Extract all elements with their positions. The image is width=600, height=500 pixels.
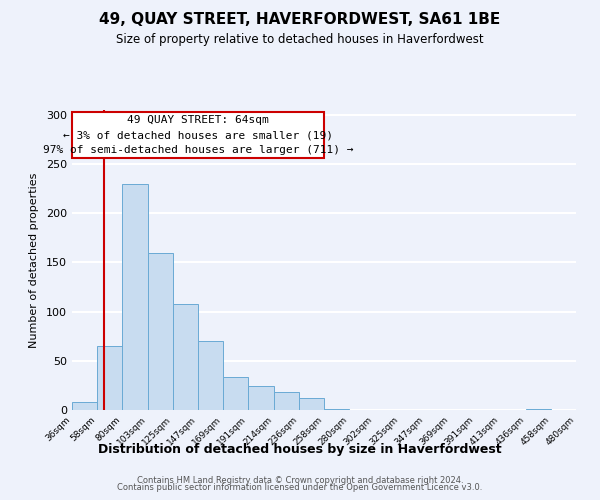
Bar — [299, 398, 324, 410]
FancyBboxPatch shape — [72, 112, 324, 158]
Bar — [97, 346, 122, 410]
Bar — [148, 252, 173, 410]
Bar — [198, 341, 223, 410]
Text: Contains HM Land Registry data © Crown copyright and database right 2024.: Contains HM Land Registry data © Crown c… — [137, 476, 463, 485]
Text: Size of property relative to detached houses in Haverfordwest: Size of property relative to detached ho… — [116, 32, 484, 46]
Text: 49 QUAY STREET: 64sqm
← 3% of detached houses are smaller (19)
97% of semi-detac: 49 QUAY STREET: 64sqm ← 3% of detached h… — [43, 116, 353, 155]
Bar — [526, 409, 551, 410]
Text: 49, QUAY STREET, HAVERFORDWEST, SA61 1BE: 49, QUAY STREET, HAVERFORDWEST, SA61 1BE — [100, 12, 500, 28]
Bar — [223, 376, 248, 410]
Text: Contains public sector information licensed under the Open Government Licence v3: Contains public sector information licen… — [118, 484, 482, 492]
Text: Distribution of detached houses by size in Haverfordwest: Distribution of detached houses by size … — [98, 444, 502, 456]
Bar — [122, 184, 148, 410]
Bar — [173, 304, 198, 410]
Bar — [274, 392, 299, 410]
Bar — [72, 402, 97, 410]
Y-axis label: Number of detached properties: Number of detached properties — [29, 172, 39, 348]
Bar — [324, 409, 349, 410]
Bar — [248, 386, 274, 410]
